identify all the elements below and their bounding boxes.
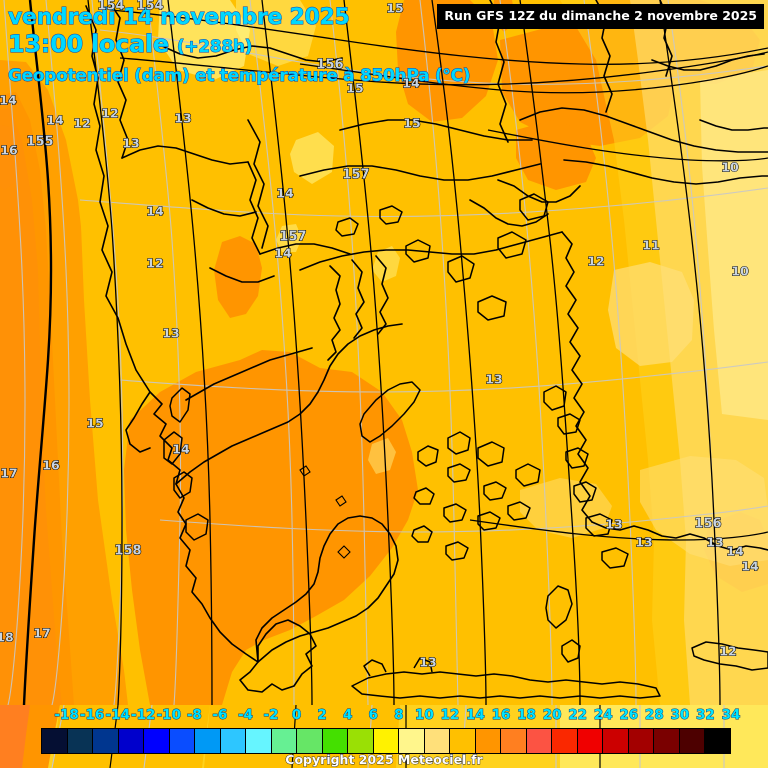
color-scale-ticks: -18 -16 -14 -12 -10 -8 -6 -4 -2 0 2 4 6 8 10 12 14 16 18 20… [41, 707, 741, 727]
color-scale-tick: -8 [186, 707, 202, 724]
color-scale-tick: 32 [696, 707, 716, 724]
color-scale-tick: 22 [568, 707, 588, 724]
color-scale-tick: 4 [342, 707, 353, 724]
color-scale-tick: 34 [721, 707, 741, 724]
color-swatch [475, 729, 502, 753]
color-swatch [93, 729, 119, 753]
map-raster [0, 0, 768, 705]
color-scale-tick: -6 [212, 707, 228, 724]
color-swatch [220, 729, 247, 753]
model-run-badge: Run GFS 12Z du dimanche 2 novembre 2025 [437, 4, 764, 29]
color-swatch [67, 729, 94, 753]
color-swatch [399, 729, 425, 753]
color-scale-tick: 8 [394, 707, 404, 724]
color-swatch [526, 729, 553, 753]
weather-map[interactable]: vendredi 14 novembre 2025 13:00 locale (… [0, 0, 768, 705]
color-scale-tick: 2 [317, 707, 327, 724]
color-swatch [603, 729, 629, 753]
color-swatch [501, 729, 527, 753]
map-date-label: vendredi 14 novembre 2025 [8, 5, 351, 31]
color-scale-tick: 26 [619, 707, 639, 724]
color-scale-bar [41, 728, 731, 754]
map-time-offset: (+288h) [176, 37, 253, 58]
color-swatch [169, 729, 196, 753]
color-scale-tick: 18 [517, 707, 537, 724]
color-scale-tick: 24 [593, 707, 613, 724]
color-scale-tick: -18 [54, 707, 79, 724]
color-swatch [679, 729, 706, 753]
color-scale-tick: 10 [414, 707, 434, 724]
color-scale-tick: -10 [156, 707, 181, 724]
color-swatch [424, 729, 451, 753]
color-scale-tick: 28 [644, 707, 664, 724]
model-run-label: Run GFS 12Z du dimanche 2 novembre 2025 [444, 8, 757, 23]
color-scale-tick: 30 [670, 707, 690, 724]
color-swatch [42, 729, 68, 753]
color-swatch [322, 729, 349, 753]
color-swatch [144, 729, 170, 753]
color-swatch [450, 729, 476, 753]
color-swatch [348, 729, 374, 753]
color-scale-tick: 20 [542, 707, 562, 724]
color-scale-tick: -2 [263, 707, 279, 724]
color-swatch [271, 729, 298, 753]
color-swatch [195, 729, 221, 753]
color-swatch [246, 729, 272, 753]
color-swatch [118, 729, 145, 753]
color-swatch [705, 729, 730, 753]
map-time-value: 13:00 locale [8, 30, 170, 59]
color-swatch [373, 729, 400, 753]
color-swatch [577, 729, 604, 753]
color-scale-tick: 16 [491, 707, 511, 724]
color-scale-legend: -18 -16 -14 -12 -10 -8 -6 -4 -2 0 2 4 6 8 10 12 14 16 18 20… [0, 705, 768, 768]
color-swatch [297, 729, 323, 753]
color-scale-tick: -12 [131, 707, 156, 724]
color-scale-tick: -16 [79, 707, 105, 724]
color-swatch [552, 729, 578, 753]
color-scale-tick: 0 [291, 707, 302, 724]
color-scale-tick: 6 [368, 707, 378, 724]
map-time-label: 13:00 locale (+288h) [8, 30, 253, 59]
copyright-text: Copyright 2025 Meteociel.fr [285, 752, 483, 768]
color-scale-tick: -4 [237, 707, 253, 724]
map-parameter-label: Geopotentiel (dam) et température à 850h… [8, 66, 471, 87]
color-scale-tick: 12 [440, 707, 460, 724]
color-scale-tick: -14 [105, 707, 130, 724]
color-scale-tick: 14 [466, 707, 486, 724]
color-swatch [628, 729, 655, 753]
color-swatch [654, 729, 680, 753]
